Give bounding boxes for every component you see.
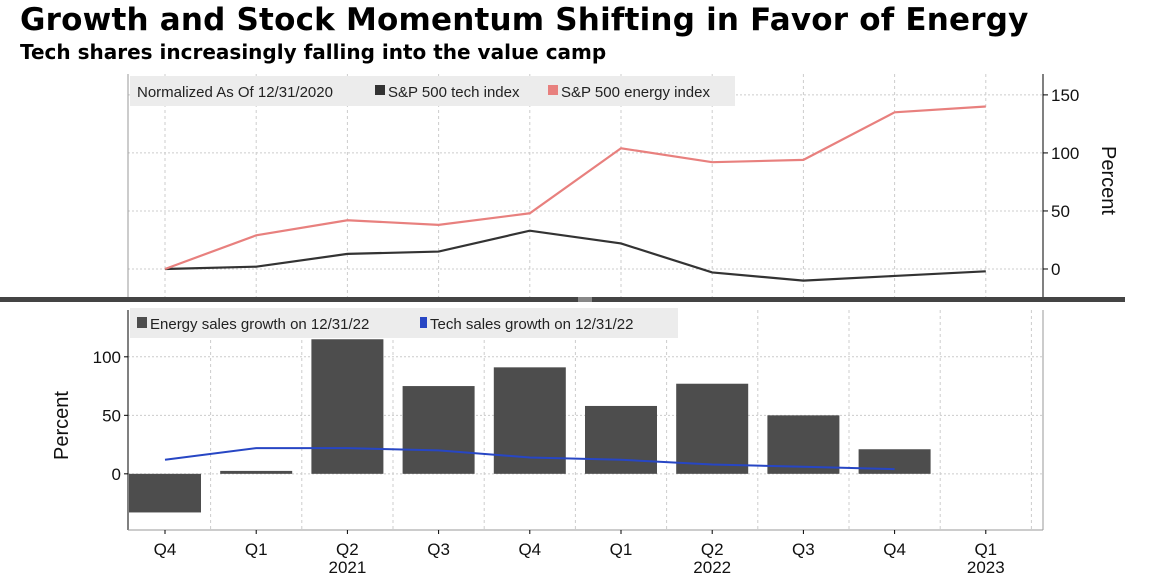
x-year-label: 2021 [328,558,366,574]
top-ylabel: Percent [1097,146,1119,215]
x-tick-label: Q4 [154,540,177,559]
x-year-label: 2022 [693,558,731,574]
legend-label-tech-sales: Tech sales growth on 12/31/22 [430,316,633,333]
legend-swatch-tech-index [375,85,385,95]
x-year-label: 2023 [967,558,1005,574]
chart-subtitle: Tech shares increasingly falling into th… [20,40,607,64]
top-series-line-1 [164,105,986,271]
chart-title: Growth and Stock Momentum Shifting in Fa… [20,2,1029,38]
panel-divider-handle [578,297,592,302]
x-tick-label: Q1 [974,540,997,559]
legend-swatch-energy-sales [137,317,147,328]
top-ytick-label: 50 [1051,202,1070,221]
x-tick-label: Q4 [883,540,906,559]
x-tick-label: Q2 [336,540,359,559]
bottom-ytick-label: 50 [102,406,121,425]
energy-sales-bar [311,339,384,474]
top-series-line-0 [164,229,986,282]
top-ytick-label: 150 [1051,86,1079,105]
top-ytick-label: 100 [1051,144,1079,163]
x-tick-label: Q1 [245,540,268,559]
top-plot-area [128,74,1043,298]
top-ytick-label: 0 [1051,260,1060,279]
bottom-legend [130,308,678,338]
legend-label-energy-index: S&P 500 energy index [561,84,710,101]
energy-sales-bar [858,449,931,474]
bottom-ylabel: Percent [51,391,73,460]
legend-label-energy-sales: Energy sales growth on 12/31/22 [150,316,369,333]
x-tick-label: Q3 [792,540,815,559]
energy-sales-bar [585,405,657,474]
top-legend [130,76,735,106]
x-tick-label: Q4 [518,540,541,559]
energy-sales-bar [676,383,749,474]
legend-label-tech-index: S&P 500 tech index [388,84,520,101]
x-tick-label: Q3 [427,540,450,559]
energy-sales-bar [129,473,201,513]
legend-swatch-energy-index [548,85,558,95]
top-legend-prefix: Normalized As Of 12/31/2020 [137,84,333,101]
x-tick-label: Q1 [610,540,633,559]
energy-sales-bar [767,415,840,474]
bottom-ytick-label: 0 [112,465,121,484]
bottom-ytick-label: 100 [93,348,121,367]
energy-sales-bar [402,386,475,474]
panel-divider [0,297,1125,302]
legend-swatch-tech-sales [420,317,427,328]
energy-sales-bar [220,470,293,474]
x-tick-label: Q2 [701,540,724,559]
